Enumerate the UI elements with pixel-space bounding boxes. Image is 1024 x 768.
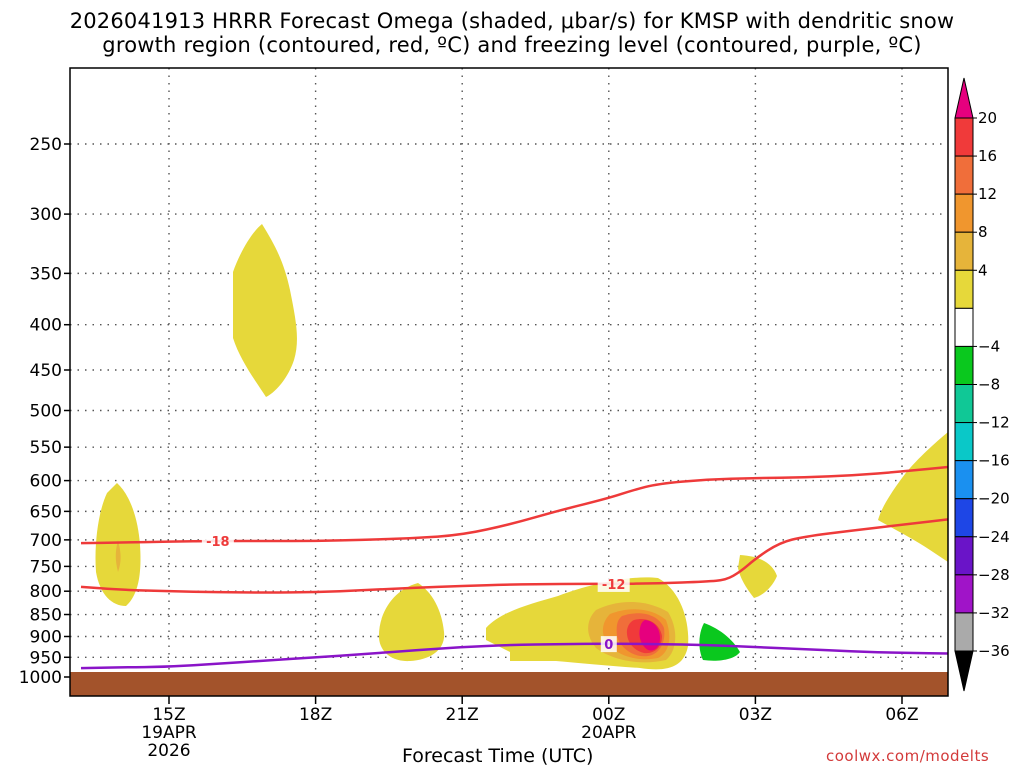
colorbar-band	[954, 574, 974, 614]
omega-region-sink-02z	[699, 623, 740, 661]
colorbar-label: −20	[978, 490, 1010, 508]
colorbar-label: −32	[978, 604, 1010, 622]
colorbar-label: 8	[978, 223, 988, 241]
colorbar: 20 16 12 8 4 −4 −8 −12 −16 −20 −24 −28 −32 −36	[954, 77, 1010, 692]
colorbar-arrow-bottom	[954, 650, 974, 692]
contour-label-dgz-bottom-minus12: -12	[602, 578, 626, 593]
colorbar-band	[954, 193, 974, 233]
colorbar-band	[954, 498, 974, 538]
colorbar-band	[954, 536, 974, 576]
colorbar-label: −28	[978, 566, 1010, 584]
x-axis-title: Forecast Time (UTC)	[402, 745, 594, 767]
omega-region-lift-20z	[378, 583, 445, 662]
y-tick-label: 250	[30, 135, 62, 155]
colorbar-label: −12	[978, 414, 1010, 432]
x-tick-label: 2026	[147, 741, 190, 761]
y-tick-label: 450	[30, 361, 62, 381]
x-tick-label: 06Z	[885, 705, 918, 725]
chart-title-line2: growth region (contoured, red, ºC) and f…	[102, 33, 922, 57]
colorbar-label: −8	[978, 376, 1000, 394]
colorbar-label: −24	[978, 528, 1010, 546]
omega-region-upper-lift	[233, 224, 297, 397]
plot-frame	[69, 67, 949, 697]
x-tick-label: 15Z	[152, 705, 185, 725]
contour-label-bg	[201, 532, 234, 549]
contour-dgz-top-minus18	[80, 465, 948, 545]
contour-label-bg	[600, 636, 617, 653]
credit-link[interactable]: coolwx.com/modelts	[826, 747, 990, 765]
y-tick-label: 850	[30, 606, 62, 626]
y-tick-label: 350	[30, 264, 62, 284]
colorbar-label: −16	[978, 452, 1010, 470]
y-tick-label: 950	[30, 648, 62, 668]
x-tick-label: 19APR	[141, 723, 197, 743]
colorbar-band	[954, 460, 974, 500]
chart-title-line1: 2026041913 HRRR Forecast Omega (shaded, …	[69, 9, 955, 33]
y-tick-label: 700	[30, 531, 62, 551]
y-tick-label: 600	[30, 472, 62, 492]
y-tick-label: 800	[30, 582, 62, 602]
y-tick-label: 500	[30, 402, 62, 422]
colorbar-band	[954, 231, 974, 271]
omega-shading	[95, 224, 948, 670]
colorbar-band	[954, 612, 974, 652]
y-tick-label: 650	[30, 502, 62, 522]
x-tick-label: 00Z	[592, 705, 625, 725]
y-tick-label: 750	[30, 557, 62, 577]
x-tick-label: 20APR	[581, 723, 637, 743]
colorbar-label: −4	[978, 337, 1000, 355]
colorbar-band	[954, 422, 974, 462]
contour-label-freezing-level-0: 0	[604, 638, 613, 653]
colorbar-label: 12	[978, 185, 997, 203]
y-axis: 2503003504004505005506006507007508008509…	[19, 135, 70, 688]
colorbar-band	[954, 155, 974, 195]
x-tick-label: 03Z	[739, 705, 772, 725]
colorbar-label: 20	[978, 109, 997, 127]
colorbar-label: 16	[978, 147, 997, 165]
colorbar-band	[954, 117, 974, 157]
contour-freezing-level-0	[80, 642, 948, 670]
colorbar-band	[954, 269, 974, 309]
y-tick-label: 400	[30, 316, 62, 336]
y-tick-label: 1000	[19, 668, 62, 688]
x-tick-label: 21Z	[446, 705, 479, 725]
colorbar-label: −36	[978, 642, 1010, 660]
colorbar-arrow-top	[954, 77, 974, 119]
y-tick-label: 900	[30, 627, 62, 647]
contour-lines: -18 -12 0	[80, 465, 948, 670]
plot-area	[70, 68, 948, 696]
colorbar-band	[954, 384, 974, 424]
x-tick-label: 18Z	[299, 705, 332, 725]
omega-region-lift-06z	[878, 432, 948, 562]
y-tick-label: 550	[30, 438, 62, 458]
contour-label-bg	[597, 575, 630, 592]
colorbar-band	[954, 345, 974, 385]
terrain-surface	[70, 672, 948, 696]
colorbar-label: 4	[978, 261, 988, 279]
colorbar-band	[954, 307, 974, 347]
omega-region-lift-14z-core	[115, 540, 121, 572]
contour-label-dgz-top-minus18: -18	[206, 535, 230, 550]
contour-dgz-bottom-minus12	[80, 518, 948, 594]
y-tick-label: 300	[30, 205, 62, 225]
